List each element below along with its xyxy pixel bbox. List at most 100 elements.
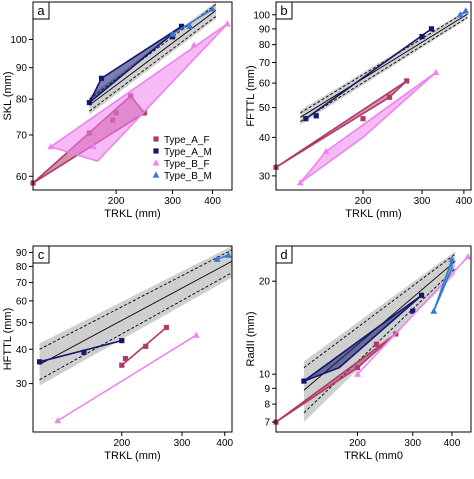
point-Type_A_F-0 <box>119 362 125 368</box>
point-Type_B_M-2 <box>209 5 216 12</box>
y-axis-title: FFTTL (mm) <box>245 65 257 126</box>
panel-letter: d <box>280 247 287 262</box>
y-tick-label: 40 <box>259 133 271 144</box>
y-tick-label: 80 <box>16 262 28 273</box>
y-tick-label: 30 <box>16 379 28 390</box>
point-Type_B_M-1 <box>186 22 194 29</box>
point-Type_B_M-1 <box>462 7 470 14</box>
plot-frame <box>32 245 233 433</box>
y-tick-label: 70 <box>259 58 271 69</box>
confidence-band <box>303 251 456 423</box>
legend-label: Type_B_F <box>164 159 210 170</box>
point-Type_A_F-1 <box>354 365 361 371</box>
point-Type_B_F-0 <box>354 370 361 377</box>
point-Type_B_M-0 <box>169 30 176 37</box>
y-tick-label: 70 <box>16 130 28 141</box>
x-tick-label: 300 <box>414 196 431 207</box>
legend-marker-Type_A_M <box>153 148 159 154</box>
hull-Type_B_M <box>432 258 453 312</box>
x-axis-title: TRKL (mm) <box>104 450 160 462</box>
point-Type_B_M-1 <box>448 255 456 263</box>
plot-frame <box>32 1 233 191</box>
x-axis-title: TRKL (mm) <box>345 208 401 220</box>
legend-label: Type_A_M <box>164 147 212 158</box>
y-tick-label: 50 <box>259 103 271 114</box>
y-tick-label: 60 <box>16 172 28 183</box>
y-axis-title: HFTTL (mm) <box>2 308 14 371</box>
x-tick-label: 200 <box>108 196 125 207</box>
y-tick-label: 100 <box>253 10 270 21</box>
regression-line <box>39 260 233 365</box>
panel-letter-box <box>275 245 293 264</box>
legend-marker-Type_B_F <box>152 159 160 166</box>
hull-Type_B_F <box>299 71 437 184</box>
point-Type_B_F-1 <box>464 253 472 260</box>
y-axis-title: SKL (mm) <box>2 71 14 120</box>
y-tick-label: 60 <box>16 296 28 307</box>
point-Type_B_M-1 <box>225 251 232 258</box>
point-Type_A_M-3 <box>178 23 185 29</box>
panel-letter-box <box>32 1 50 20</box>
point-Type_A_F-3 <box>404 78 410 84</box>
hull-Type_A_F <box>275 333 397 423</box>
point-Type_B_F-0 <box>296 179 304 186</box>
point-Type_B_F-2 <box>432 68 440 76</box>
y-tick-label: 10 <box>259 370 271 381</box>
regression-line <box>89 9 217 106</box>
confidence-band <box>89 2 216 115</box>
x-axis-title: TRKL (mm) <box>104 208 160 220</box>
point-Type_A_M-0 <box>303 116 309 122</box>
point-Type_A_M-1 <box>98 75 105 81</box>
point-Type_A_M-3 <box>428 26 435 32</box>
y-tick-label: 100 <box>10 35 27 46</box>
hull-Type_A_F <box>275 80 408 169</box>
point-Type_A_F-2 <box>143 343 149 349</box>
band-lower-line <box>89 15 217 112</box>
y-tick-label: 80 <box>16 95 28 106</box>
band-upper-line <box>39 249 233 350</box>
x-axis-title: TRKL (mm0 <box>344 450 403 462</box>
point-Type_A_M-0 <box>86 99 92 106</box>
panel-letter: a <box>37 3 45 18</box>
legend-label: Type_A_F <box>164 135 210 146</box>
point-Type_B_M-0 <box>213 255 221 262</box>
y-tick-label: 30 <box>259 171 271 182</box>
y-tick-label: 20 <box>259 277 271 288</box>
point-Type_B_M-0 <box>456 11 464 18</box>
panel-letter-box <box>275 1 293 20</box>
point-Type_A_F-1 <box>360 116 366 122</box>
x-tick-label: 300 <box>174 438 191 449</box>
panel-letter: c <box>38 247 45 262</box>
y-axis-title: RadII (mm) <box>245 312 257 367</box>
y-tick-label: 7 <box>264 418 270 429</box>
hull-Type_A_M <box>88 25 183 104</box>
panel-b: 200 300 400 30 40 50 60 70 80 90 100 TRKL (mm) FFTTL… <box>245 1 473 220</box>
y-tick-label: 90 <box>16 248 28 259</box>
point-Type_A_M-0 <box>37 359 43 365</box>
confidence-band <box>300 9 468 125</box>
point-Type_A_M-2 <box>419 33 425 40</box>
point-Type_B_F-1 <box>192 331 200 338</box>
point-Type_A_M-2 <box>169 34 176 40</box>
panel-letter: b <box>280 3 287 18</box>
panel-c: 200 300 400 30 40 50 60 70 80 90 TRKL (mm) HFTTL (m… <box>2 245 234 462</box>
point-Type_A_M-1 <box>313 113 319 119</box>
point-Type_B_F-2 <box>190 41 198 48</box>
legend-marker-Type_B_M <box>152 171 160 178</box>
x-tick-label: 400 <box>216 438 233 449</box>
x-tick-label: 400 <box>204 196 221 207</box>
point-Type_A_M-1 <box>81 349 87 355</box>
y-tick-label: 90 <box>259 24 271 35</box>
plot-frame <box>275 245 472 433</box>
point-Type_B_F-1 <box>90 143 97 150</box>
x-tick-label: 200 <box>113 438 130 449</box>
x-tick-label: 300 <box>164 196 181 207</box>
hull-Type_A_M <box>303 294 423 382</box>
panel-letter-box <box>32 245 50 264</box>
plot-frame <box>275 1 472 191</box>
panel-a: 200 300 400 60 70 80 90 100 TRKL (mm) SKL (mm) a Ty… <box>2 1 233 220</box>
point-Type_B_F-0 <box>47 143 55 150</box>
x-tick-label: 400 <box>444 438 461 449</box>
